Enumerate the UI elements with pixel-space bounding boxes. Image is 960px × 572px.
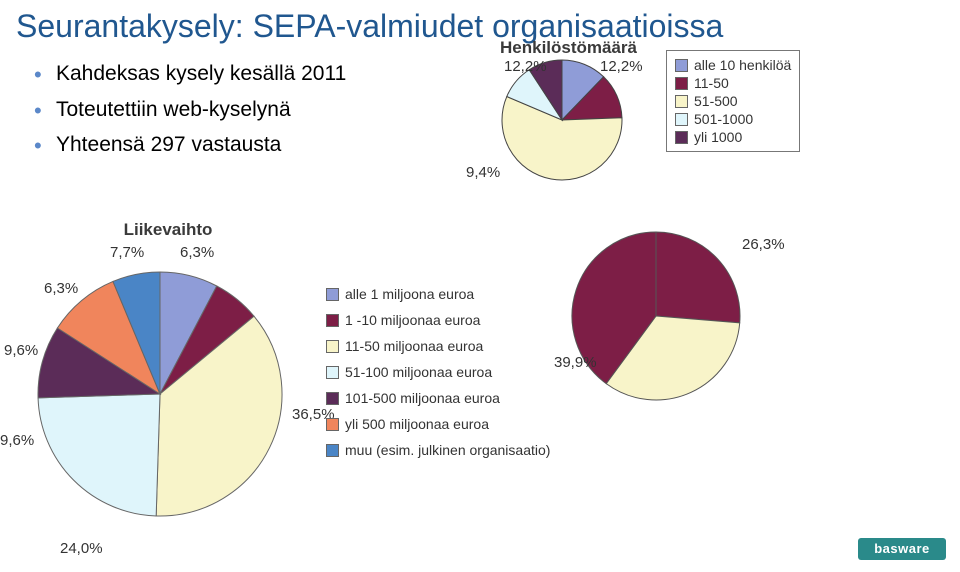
bullet-item: Yhteensä 297 vastausta: [34, 127, 346, 163]
pie-label: 12,2%: [600, 58, 643, 75]
legend-row: 51-100 miljoonaa euroa: [326, 364, 550, 380]
pie-label: 6,3%: [180, 244, 214, 261]
legend-label: 11-50: [694, 75, 729, 91]
legend-swatch: [675, 95, 688, 108]
legend-row: yli 500 miljoonaa euroa: [326, 416, 550, 432]
legend-row: 101-500 miljoonaa euroa: [326, 390, 550, 406]
legend-label: alle 10 henkilöä: [694, 57, 791, 73]
legend-row: 11-50: [675, 75, 791, 91]
pie-label: 26,3%: [742, 236, 785, 253]
pie-label: 7,7%: [110, 244, 144, 261]
legend-label: 101-500 miljoonaa euroa: [345, 390, 500, 406]
legend-row: alle 1 miljoona euroa: [326, 286, 550, 302]
legend-label: 51-500: [694, 93, 738, 109]
pie-label: 9,6%: [4, 342, 38, 359]
legend-label: 11-50 miljoonaa euroa: [345, 338, 483, 354]
legend-row: alle 10 henkilöä: [675, 57, 791, 73]
legend-swatch: [326, 366, 339, 379]
pie-label: 9,4%: [466, 164, 500, 181]
legend-swatch: [675, 131, 688, 144]
pie-slice: [38, 394, 160, 516]
legend-swatch: [675, 77, 688, 90]
bullet-list: Kahdeksas kysely kesällä 2011 Toteutetti…: [34, 56, 346, 163]
pie-label: 24,0%: [60, 540, 103, 557]
legend-swatch: [326, 418, 339, 431]
bullet-item: Kahdeksas kysely kesällä 2011: [34, 56, 346, 92]
pie1-legend: alle 10 henkilöä 11-50 51-500 501-1000 yli 1…: [666, 50, 800, 152]
pie-label: 9,6%: [0, 432, 34, 449]
legend-row: 11-50 miljoonaa euroa: [326, 338, 550, 354]
logo-basware: basware: [858, 538, 946, 560]
legend-row: 1 -10 miljoonaa euroa: [326, 312, 550, 328]
pie-label: 6,3%: [44, 280, 78, 297]
legend-row: 501-1000: [675, 111, 791, 127]
legend-label: 1 -10 miljoonaa euroa: [345, 312, 480, 328]
legend-label: alle 1 miljoona euroa: [345, 286, 474, 302]
bullet-item: Toteutettiin web-kyselynä: [34, 92, 346, 128]
legend-label: 51-100 miljoonaa euroa: [345, 364, 492, 380]
pie3-chart: [556, 216, 756, 416]
legend-swatch: [675, 113, 688, 126]
pie-slice: [656, 232, 740, 323]
legend-label: muu (esim. julkinen organisaatio): [345, 442, 550, 458]
legend-swatch: [326, 288, 339, 301]
legend-swatch: [326, 444, 339, 457]
pie-label: 12,2%: [504, 58, 547, 75]
legend-label: yli 500 miljoonaa euroa: [345, 416, 489, 432]
legend-swatch: [326, 314, 339, 327]
legend-label: yli 1000: [694, 129, 742, 145]
legend-row: yli 1000: [675, 129, 791, 145]
pie2-title: Liikevaihto: [108, 220, 228, 240]
pie2-legend: alle 1 miljoona euroa 1 -10 miljoonaa eur…: [326, 276, 550, 468]
pie-label: 39,9%: [554, 354, 597, 371]
legend-swatch: [326, 340, 339, 353]
legend-swatch: [326, 392, 339, 405]
legend-row: muu (esim. julkinen organisaatio): [326, 442, 550, 458]
legend-label: 501-1000: [694, 111, 753, 127]
legend-swatch: [675, 59, 688, 72]
legend-row: 51-500: [675, 93, 791, 109]
